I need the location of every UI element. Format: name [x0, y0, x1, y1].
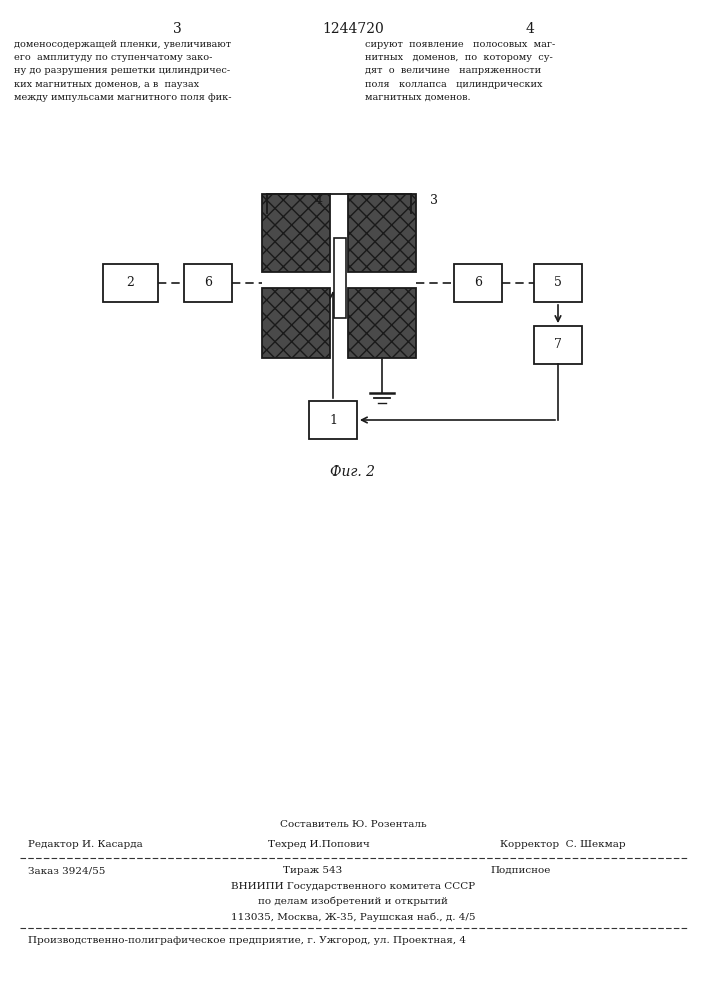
Text: 1: 1	[329, 414, 337, 426]
Text: Составитель Ю. Розенталь: Составитель Ю. Розенталь	[280, 820, 426, 829]
Bar	[454, 264, 502, 302]
Bar	[348, 194, 416, 272]
Text: 4: 4	[315, 194, 323, 207]
Bar	[334, 238, 346, 318]
Text: 2: 2	[126, 276, 134, 290]
Bar	[348, 288, 416, 358]
Text: доменосодержащей пленки, увеличивают
его  амплитуду по ступенчатому зако-
ну до : доменосодержащей пленки, увеличивают его…	[14, 40, 231, 102]
Bar	[534, 264, 582, 302]
Text: ВНИИПИ Государственного комитета СССР: ВНИИПИ Государственного комитета СССР	[231, 882, 475, 891]
Bar	[309, 401, 357, 439]
Bar	[262, 194, 330, 272]
Text: по делам изобретений и открытий: по делам изобретений и открытий	[258, 897, 448, 906]
Text: сируют  появление   полосовых  маг-
нитных   доменов,  по  которому  су-
дят  о : сируют появление полосовых маг- нитных д…	[365, 40, 555, 102]
Bar	[262, 288, 330, 358]
Text: 6: 6	[474, 276, 482, 290]
Text: 7: 7	[554, 338, 562, 352]
Text: 3: 3	[173, 22, 182, 36]
Text: Фиг. 2: Фиг. 2	[330, 465, 375, 479]
Text: Заказ 3924/55: Заказ 3924/55	[28, 866, 105, 875]
Text: 1244720: 1244720	[322, 22, 384, 36]
Text: Техред И.Попович: Техред И.Попович	[268, 840, 370, 849]
Bar	[184, 264, 232, 302]
Text: Производственно-полиграфическое предприятие, г. Ужгород, ул. Проектная, 4: Производственно-полиграфическое предприя…	[28, 936, 466, 945]
Text: Тираж 543: Тираж 543	[283, 866, 342, 875]
Text: Корректор  С. Шекмар: Корректор С. Шекмар	[500, 840, 626, 849]
Bar	[534, 326, 582, 364]
Text: 5: 5	[554, 276, 562, 290]
Text: 3: 3	[430, 194, 438, 207]
Text: Редактор И. Касарда: Редактор И. Касарда	[28, 840, 143, 849]
Text: Подписное: Подписное	[490, 866, 550, 875]
Text: 4: 4	[525, 22, 534, 36]
Bar	[103, 264, 158, 302]
Text: 6: 6	[204, 276, 212, 290]
Text: 113035, Москва, Ж-35, Раушская наб., д. 4/5: 113035, Москва, Ж-35, Раушская наб., д. …	[230, 912, 475, 922]
